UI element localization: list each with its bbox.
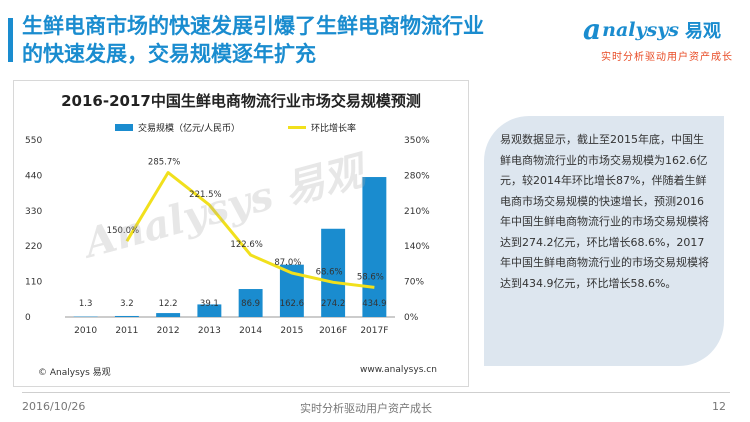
chart-website: www.analysys.cn bbox=[360, 365, 437, 375]
y2-tick-label: 210% bbox=[404, 207, 430, 217]
chart-panel bbox=[13, 80, 469, 387]
legend-bar-entry: 交易规模（亿元/人民币） bbox=[115, 121, 240, 134]
page-number: 12 bbox=[712, 400, 726, 413]
bar bbox=[197, 304, 222, 317]
legend-line-entry: 环比增长率 bbox=[288, 121, 356, 134]
y2-tick-label: 0% bbox=[404, 313, 419, 323]
bar-value-label: 3.2 bbox=[120, 299, 134, 309]
y2-tick-label: 140% bbox=[404, 242, 430, 252]
bar bbox=[238, 289, 263, 317]
footer-slogan: 实时分析驱动用户资产成长 bbox=[300, 402, 432, 415]
legend-bar-swatch bbox=[115, 124, 133, 131]
logo-name: nalysys bbox=[602, 19, 679, 41]
slide-title-line-1: 生鲜电商市场的快速发展引爆了生鲜电商物流行业 bbox=[22, 14, 484, 38]
bar bbox=[321, 228, 346, 317]
x-tick-label: 2017F bbox=[360, 326, 388, 336]
growth-rate-line bbox=[125, 171, 375, 289]
logo-tagline: 实时分析驱动用户资产成长 bbox=[601, 52, 733, 63]
legend-line-swatch bbox=[288, 126, 306, 129]
x-tick-label: 2010 bbox=[74, 326, 97, 336]
bar-value-label: 86.9 bbox=[241, 299, 260, 309]
bar-value-label: 162.6 bbox=[280, 299, 304, 309]
bar bbox=[279, 264, 304, 317]
line-value-label: 87.0% bbox=[274, 258, 301, 268]
logo-cn-name: 易观 bbox=[684, 21, 721, 42]
bar-value-label: 274.2 bbox=[321, 299, 345, 309]
chart-title: 2016-2017中国生鲜电商物流行业市场交易规模预测 bbox=[61, 92, 421, 110]
line-value-label: 285.7% bbox=[148, 158, 180, 168]
line-value-label: 150.0% bbox=[107, 226, 139, 236]
y-tick-label: 440 bbox=[25, 171, 42, 181]
bar-value-label: 1.3 bbox=[79, 299, 93, 309]
bar-value-label: 12.2 bbox=[159, 299, 178, 309]
slide-title-line-2: 的快速发展，交易规模逐年扩充 bbox=[22, 42, 316, 66]
y-tick-label: 0 bbox=[25, 313, 31, 323]
line-value-label: 122.6% bbox=[230, 240, 262, 250]
x-tick-label: 2011 bbox=[115, 326, 138, 336]
y-tick-label: 220 bbox=[25, 242, 42, 252]
title-accent-bar bbox=[8, 18, 13, 62]
bar bbox=[114, 315, 139, 317]
line-value-label: 68.6% bbox=[316, 267, 343, 277]
slide-title: 生鲜电商市场的快速发展引爆了生鲜电商物流行业 的快速发展，交易规模逐年扩充 bbox=[22, 12, 562, 68]
analysys-logo: a nalysys 易观 实时分析驱动用户资产成长 bbox=[583, 16, 743, 68]
info-text: 易观数据显示，截止至2015年底，中国生鲜电商物流行业的市场交易规模为162.6… bbox=[500, 133, 709, 290]
y2-tick-label: 350% bbox=[404, 136, 430, 146]
y-tick-label: 550 bbox=[25, 136, 42, 146]
logo-mark: a bbox=[583, 13, 602, 46]
x-tick-label: 2012 bbox=[157, 326, 180, 336]
y2-tick-label: 70% bbox=[404, 278, 424, 288]
footer-divider bbox=[22, 392, 730, 393]
bar bbox=[362, 177, 387, 317]
bar-value-label: 434.9 bbox=[362, 299, 386, 309]
y2-tick-label: 280% bbox=[404, 171, 430, 181]
x-tick-label: 2016F bbox=[319, 326, 347, 336]
bar bbox=[156, 313, 181, 317]
chart-copyright: © Analysys 易观 bbox=[38, 368, 111, 378]
line-value-label: 221.5% bbox=[189, 190, 221, 200]
footer-date: 2016/10/26 bbox=[22, 400, 86, 413]
line-value-label: 58.6% bbox=[357, 272, 384, 282]
legend-bar-label: 交易规模（亿元/人民币） bbox=[138, 124, 241, 134]
x-tick-label: 2013 bbox=[198, 326, 221, 336]
x-tick-label: 2015 bbox=[280, 326, 303, 336]
bar-value-label: 39.1 bbox=[200, 299, 219, 309]
legend-line-label: 环比增长率 bbox=[311, 124, 357, 134]
info-box: 易观数据显示，截止至2015年底，中国生鲜电商物流行业的市场交易规模为162.6… bbox=[484, 116, 724, 366]
x-tick-label: 2014 bbox=[239, 326, 262, 336]
y-tick-label: 110 bbox=[25, 278, 42, 288]
y-tick-label: 330 bbox=[25, 207, 42, 217]
